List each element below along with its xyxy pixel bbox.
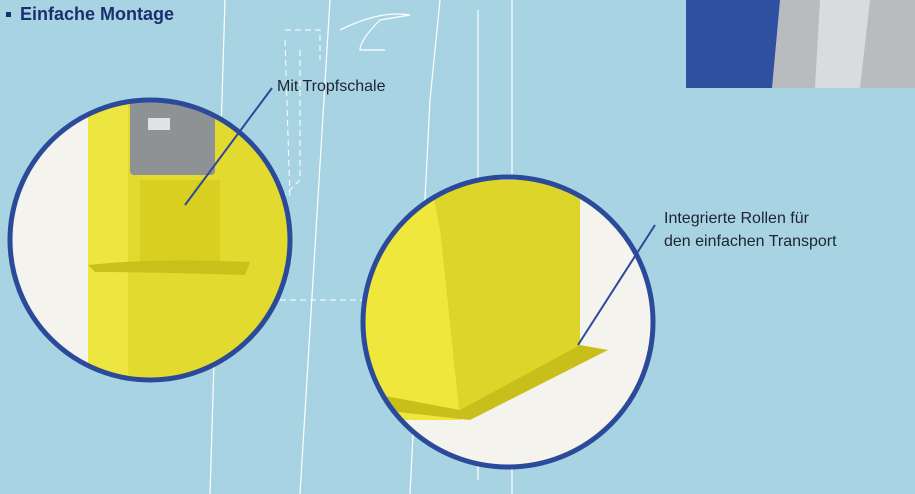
callout-label: Mit Tropfschale bbox=[277, 78, 386, 95]
dispenser-label bbox=[148, 118, 170, 130]
callout-label: den einfachen Transport bbox=[664, 233, 837, 250]
page: Einfache Montage Mit Tropfschale Integri… bbox=[0, 0, 915, 494]
heading: Einfache Montage bbox=[20, 4, 174, 24]
column-side bbox=[88, 90, 128, 390]
bullet bbox=[6, 12, 11, 17]
recess bbox=[140, 180, 220, 265]
callout-label: Integrierte Rollen für bbox=[664, 210, 810, 227]
photo bbox=[686, 0, 915, 88]
illustration: Einfache Montage Mit Tropfschale Integri… bbox=[0, 0, 915, 494]
detail-rollers bbox=[360, 177, 655, 467]
